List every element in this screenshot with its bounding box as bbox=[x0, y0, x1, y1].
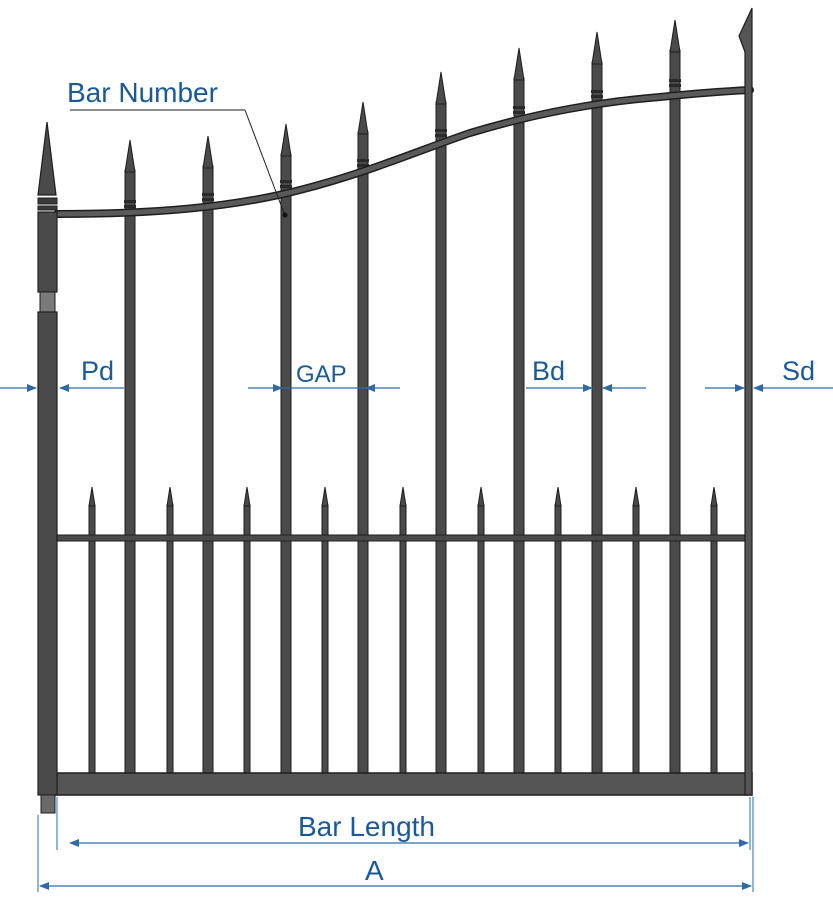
short-picket bbox=[710, 486, 718, 776]
vertical-bar bbox=[669, 19, 681, 776]
bottom-rail bbox=[54, 772, 753, 796]
bd-label: Bd bbox=[532, 356, 565, 386]
vertical-bar bbox=[280, 123, 292, 776]
latch-post bbox=[738, 7, 753, 796]
vertical-bar bbox=[202, 135, 214, 776]
vertical-bar bbox=[435, 71, 447, 776]
middle-rail bbox=[56, 534, 751, 542]
short-picket bbox=[166, 486, 174, 776]
short-picket bbox=[554, 486, 562, 776]
sd-label: Sd bbox=[782, 356, 815, 386]
short-picket bbox=[88, 486, 96, 776]
vertical-bar bbox=[124, 139, 136, 776]
gate-bars bbox=[88, 19, 718, 776]
a-label: A bbox=[365, 855, 384, 886]
bar-length-label: Bar Length bbox=[298, 811, 435, 842]
bd-dimension: Bd bbox=[526, 356, 646, 392]
sd-dimension: Sd bbox=[705, 356, 833, 392]
vertical-bar bbox=[513, 47, 525, 776]
bar-number-label: Bar Number bbox=[67, 77, 218, 108]
short-picket bbox=[477, 486, 485, 776]
short-picket bbox=[321, 486, 329, 776]
hinge-post bbox=[37, 121, 58, 814]
vertical-bar bbox=[591, 31, 603, 776]
gap-label: GAP bbox=[296, 361, 347, 388]
pd-label: Pd bbox=[81, 356, 114, 386]
overall-width-dimension: A bbox=[37, 797, 754, 892]
short-picket bbox=[632, 486, 640, 776]
vertical-bar bbox=[357, 101, 369, 776]
bar-length-dimension: Bar Length bbox=[56, 797, 751, 850]
short-picket bbox=[243, 486, 251, 776]
gap-dimension: GAP bbox=[248, 361, 400, 392]
short-picket bbox=[399, 486, 407, 776]
top-curved-rail bbox=[53, 86, 754, 218]
pd-dimension: Pd bbox=[0, 356, 124, 392]
